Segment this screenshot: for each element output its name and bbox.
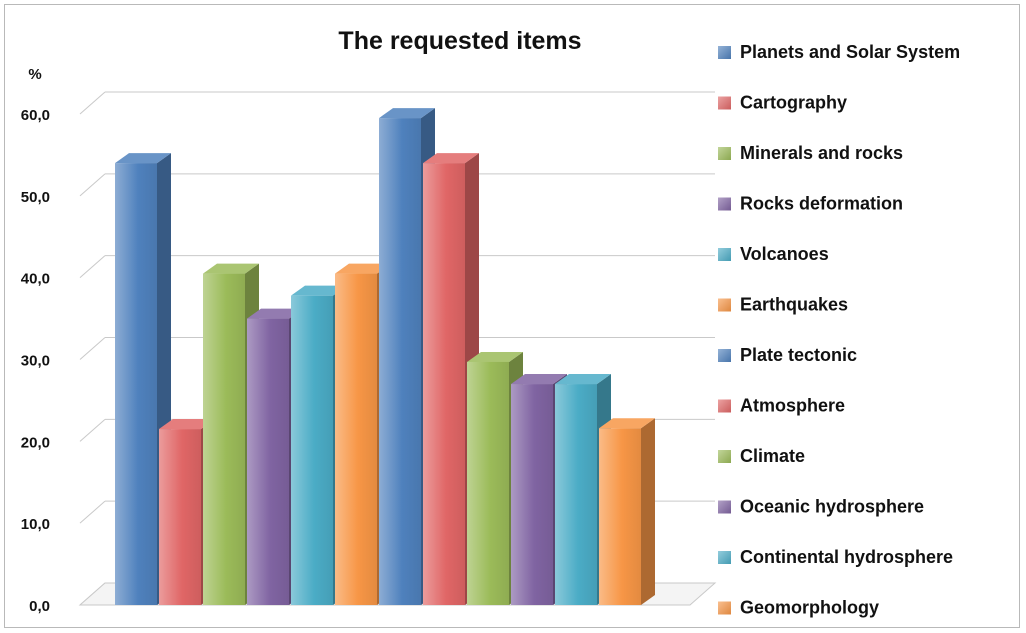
bar-front [159,429,201,605]
bar-front [115,163,157,605]
bar-front [555,384,597,605]
bar-chart: The requested items % 0,0 10,0 20,0 30,0 40,… [21,27,960,618]
chart-title: The requested items [338,27,581,55]
legend-swatch [718,96,731,110]
legend-swatch [718,601,731,615]
legend-item: Atmosphere [718,396,845,416]
y-axis-ticks: 0,0 10,0 20,0 30,0 40,0 50,0 60,0 [21,107,50,615]
chart-frame: The requested items % 0,0 10,0 20,0 30,0 40,… [4,4,1020,628]
legend-label: Minerals and rocks [740,143,903,163]
bar-front [423,163,465,605]
gridline-depth [79,91,106,115]
legend-item: Minerals and rocks [718,143,903,163]
bar-front [291,295,333,605]
legend: Planets and Solar System Cartography Miner… [718,42,960,618]
legend-swatch [718,197,731,211]
bar [599,418,655,605]
bar-front [203,273,245,605]
legend-item: Geomorphology [718,598,879,618]
legend-item: Climate [718,446,805,466]
legend-label: Continental hydrosphere [740,547,953,567]
bar-top [555,374,611,385]
y-tick-label: 40,0 [21,271,50,288]
legend-item: Volcanoes [718,244,829,264]
bar-top [291,285,347,296]
legend-item: Rocks deformation [718,194,903,214]
legend-swatch [718,450,731,463]
bar-top [379,108,435,119]
legend-label: Rocks deformation [740,194,903,214]
bar-front [335,273,377,605]
legend-label: Planets and Solar System [740,42,960,62]
bar-top [467,351,523,362]
gridline-depth [79,255,106,279]
legend-item: Oceanic hydrosphere [718,497,924,517]
gridline-depth [79,500,106,524]
bar-side [641,418,655,605]
bars [115,108,655,605]
legend-item: Earthquakes [718,295,848,315]
y-tick-label: 50,0 [21,189,50,206]
bar-top [203,263,259,274]
legend-label: Oceanic hydrosphere [740,497,924,517]
bar-top [423,153,479,164]
legend-label: Plate tectonic [740,345,857,365]
legend-swatch [718,147,731,160]
y-tick-label: 0,0 [29,598,50,615]
bar-front [467,361,509,605]
legend-swatch [718,349,731,362]
gridline-depth [79,418,106,442]
legend-label: Cartography [740,93,847,113]
legend-label: Earthquakes [740,295,848,315]
legend-item: Plate tectonic [718,345,857,365]
bar-front [599,428,641,605]
y-tick-label: 10,0 [21,516,50,533]
legend-label: Climate [740,446,805,466]
bar-top [335,263,391,274]
legend-item: Planets and Solar System [718,42,960,62]
legend-label: Volcanoes [740,244,829,264]
bar-top [599,418,655,429]
bar-front [379,118,421,605]
gridline-depth [79,173,106,197]
gridline-depth [79,337,106,360]
bar-front [511,384,553,605]
y-tick-label: 30,0 [21,353,50,370]
bar-top [159,419,215,430]
legend-item: Cartography [718,93,847,113]
y-tick-label: 60,0 [21,107,50,124]
bar-top [511,374,567,385]
y-tick-label: 20,0 [21,434,50,451]
legend-swatch [718,46,731,59]
legend-swatch [718,551,731,564]
legend-item: Continental hydrosphere [718,547,953,567]
legend-swatch [718,298,731,312]
legend-swatch [718,399,731,413]
legend-label: Atmosphere [740,396,845,416]
bar-top [115,153,171,164]
legend-swatch [718,248,731,261]
y-axis-label: % [28,66,41,83]
legend-label: Geomorphology [740,598,879,618]
bar-top [247,308,303,319]
bar-front [247,318,289,605]
legend-swatch [718,500,731,514]
